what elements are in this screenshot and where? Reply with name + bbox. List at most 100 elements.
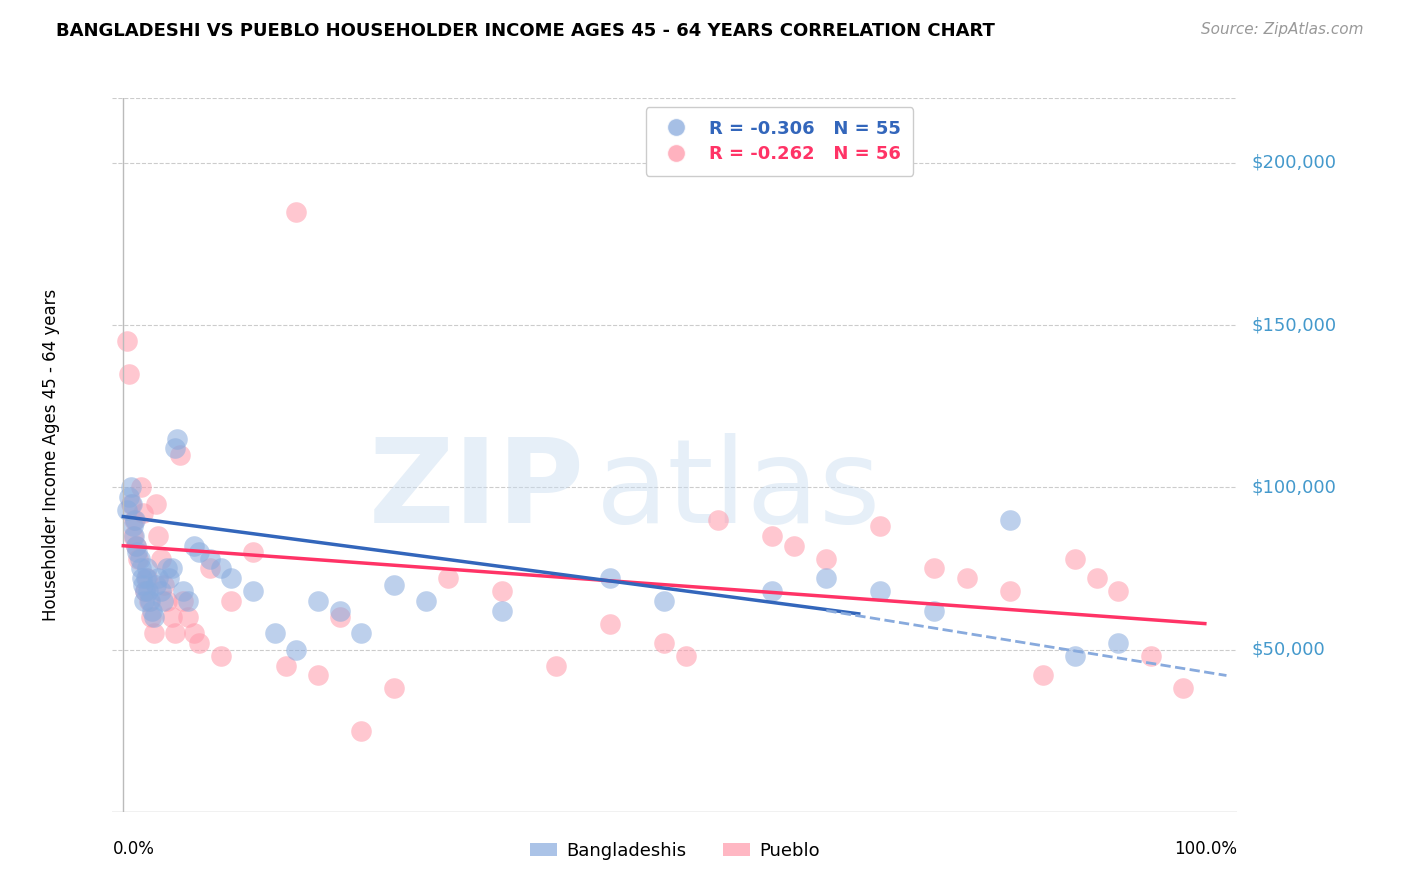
Point [1085,571,1108,585]
Point [135,571,157,585]
Point [274,658,297,673]
Point [329,610,352,624]
Point [382,681,405,696]
Point [141,604,163,618]
Point [209,648,232,663]
Point [491,584,513,599]
Point [132,594,155,608]
Point [544,658,567,673]
Point [122,519,145,533]
Point [998,584,1021,599]
Text: ZIP: ZIP [368,434,585,548]
Point [263,626,285,640]
Text: 100.0%: 100.0% [1174,840,1237,858]
Point [675,648,697,663]
Point [815,571,838,585]
Point [145,577,167,591]
Point [1107,636,1129,650]
Point [924,561,946,575]
Point [121,497,143,511]
Point [221,594,243,608]
Point [115,334,138,349]
Point [132,506,155,520]
Point [382,577,405,591]
Point [869,584,891,599]
Point [127,545,149,559]
Point [350,626,373,640]
Point [172,594,194,608]
Point [165,626,187,640]
Point [138,594,160,608]
Point [142,610,165,624]
Point [1107,584,1129,599]
Point [1032,668,1054,682]
Text: 0.0%: 0.0% [112,840,155,858]
Point [599,571,621,585]
Point [127,551,149,566]
Point [1139,648,1161,663]
Point [221,571,243,585]
Point [242,584,264,599]
Legend: Bangladeshis, Pueblo: Bangladeshis, Pueblo [523,835,827,867]
Point [165,442,187,456]
Point [169,448,191,462]
Point [177,610,200,624]
Point [183,539,205,553]
Point [136,584,159,599]
Point [125,539,148,553]
Point [118,490,141,504]
Point [128,551,150,566]
Point [188,636,211,650]
Text: Householder Income Ages 45 - 64 years: Householder Income Ages 45 - 64 years [42,289,59,621]
Point [120,480,142,494]
Point [146,529,169,543]
Point [141,610,163,624]
Point [122,513,145,527]
Point [956,571,979,585]
Point [924,604,946,618]
Text: $200,000: $200,000 [1251,154,1336,172]
Point [350,723,373,738]
Point [124,513,146,527]
Point [599,616,621,631]
Point [153,577,176,591]
Point [115,503,138,517]
Point [136,561,159,575]
Point [139,594,162,608]
Point [998,513,1021,527]
Point [1064,551,1087,566]
Point [491,604,513,618]
Point [134,584,156,599]
Point [146,571,169,585]
Point [122,529,145,543]
Point [652,594,675,608]
Point [652,636,675,650]
Point [783,539,806,553]
Point [166,432,188,446]
Point [815,551,838,566]
Point [307,668,329,682]
Text: atlas: atlas [596,434,882,548]
Text: Source: ZipAtlas.com: Source: ZipAtlas.com [1201,22,1364,37]
Point [125,539,148,553]
Point [129,561,152,575]
Point [152,594,174,608]
Point [122,529,145,543]
Text: BANGLADESHI VS PUEBLO HOUSEHOLDER INCOME AGES 45 - 64 YEARS CORRELATION CHART: BANGLADESHI VS PUEBLO HOUSEHOLDER INCOME… [56,22,995,40]
Point [415,594,437,608]
Point [129,480,152,494]
Point [307,594,329,608]
Point [142,626,165,640]
Point [136,571,159,585]
Point [134,584,156,599]
Point [198,561,221,575]
Point [209,561,232,575]
Point [188,545,211,559]
Point [1173,681,1195,696]
Point [120,497,142,511]
Point [436,571,458,585]
Point [242,545,264,559]
Text: $150,000: $150,000 [1251,316,1336,334]
Point [160,610,183,624]
Point [118,367,141,381]
